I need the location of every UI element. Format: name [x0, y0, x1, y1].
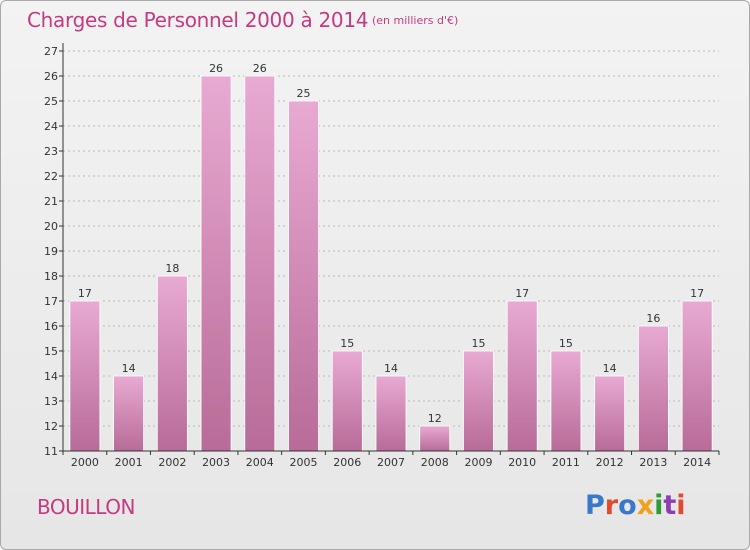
logo-letter: i	[676, 490, 686, 521]
data-label: 26	[253, 62, 267, 75]
data-label: 15	[471, 337, 485, 350]
commune-name: BOUILLON	[37, 495, 135, 519]
data-label: 14	[603, 362, 617, 375]
x-tick-label: 2003	[202, 456, 230, 469]
y-tick-label: 23	[44, 145, 58, 158]
y-tick-label: 27	[44, 45, 58, 58]
bar	[681, 300, 713, 452]
bars: 17 14 18 26 26 25 15 14 12 15 17 15 14 16 17	[69, 62, 713, 452]
x-axis: 2000 2001 2002 2003 2004 2005 2006 2007 2008 2009…	[62, 450, 720, 469]
logo-letter: x	[636, 490, 655, 521]
y-tick-label: 18	[44, 270, 58, 283]
x-tick-label: 2006	[333, 456, 361, 469]
y-tick-label: 19	[44, 245, 58, 258]
data-label: 26	[209, 62, 223, 75]
logo-letter: t	[663, 490, 677, 521]
x-tick-label: 2002	[158, 456, 186, 469]
x-tick-label: 2010	[508, 456, 536, 469]
logo-letter: i	[654, 490, 664, 521]
bar	[463, 350, 494, 452]
y-tick-label: 21	[44, 195, 58, 208]
logo-letter: r	[604, 490, 619, 521]
bar	[638, 325, 669, 452]
x-tick-label: 2014	[683, 456, 711, 469]
x-tick-label: 2004	[246, 456, 274, 469]
logo-letter: o	[618, 490, 637, 521]
data-label: 18	[165, 262, 179, 275]
x-tick-label: 2012	[596, 456, 624, 469]
y-tick-label: 24	[44, 120, 58, 133]
bar	[506, 300, 538, 452]
data-label: 17	[515, 287, 529, 300]
bar	[550, 350, 582, 452]
y-tick-label: 11	[44, 445, 58, 458]
y-tick-label: 15	[44, 345, 58, 358]
bar	[331, 350, 363, 452]
x-tick-label: 2008	[421, 456, 449, 469]
bar	[288, 100, 319, 452]
y-axis: 11 12 13 14 15 16 17 18 19 20 21 22 23 24 25 26 27	[44, 43, 64, 458]
bar	[244, 75, 276, 452]
x-tick-label: 2011	[552, 456, 580, 469]
y-tick-label: 26	[44, 70, 58, 83]
x-tick-label: 2001	[115, 456, 143, 469]
bar	[200, 75, 232, 452]
bar	[156, 275, 188, 452]
data-label: 17	[78, 287, 92, 300]
bar	[594, 375, 626, 452]
x-tick-label: 2000	[71, 456, 99, 469]
data-label: 12	[428, 412, 442, 425]
bar	[69, 300, 101, 452]
y-tick-label: 12	[44, 420, 58, 433]
data-label: 16	[646, 312, 660, 325]
x-tick-label: 2009	[464, 456, 492, 469]
chart-title: Charges de Personnel 2000 à 2014	[27, 8, 369, 32]
data-label: 25	[297, 87, 311, 100]
y-tick-label: 14	[44, 370, 58, 383]
data-label: 15	[340, 337, 354, 350]
x-tick-label: 2005	[290, 456, 318, 469]
y-tick-label: 16	[44, 320, 58, 333]
data-label: 14	[122, 362, 136, 375]
y-tick-label: 20	[44, 220, 58, 233]
proxiti-logo[interactable]: Proxiti	[585, 490, 686, 521]
y-tick-label: 25	[44, 95, 58, 108]
bar	[113, 375, 144, 452]
x-tick-label: 2013	[639, 456, 667, 469]
x-tick-label: 2007	[377, 456, 405, 469]
bar	[375, 375, 407, 452]
y-tick-label: 22	[44, 170, 58, 183]
y-tick-label: 17	[44, 295, 58, 308]
data-label: 15	[559, 337, 573, 350]
bar	[419, 425, 451, 452]
chart-subtitle: (en milliers d'€)	[372, 14, 459, 27]
logo-letter: P	[585, 490, 605, 521]
data-label: 14	[384, 362, 398, 375]
y-tick-label: 13	[44, 395, 58, 408]
data-label: 17	[690, 287, 704, 300]
